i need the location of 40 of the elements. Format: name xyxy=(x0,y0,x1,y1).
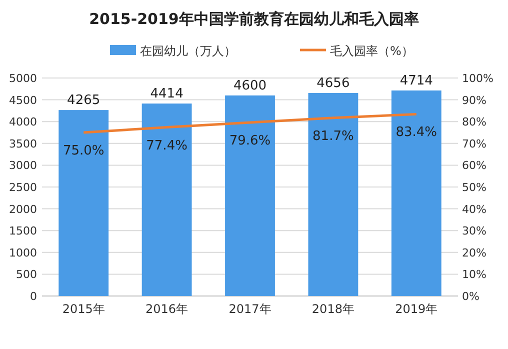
y-tick-label: 2000 xyxy=(9,202,37,216)
data-label: 75.0% xyxy=(62,144,104,158)
y-tick-label: 4000 xyxy=(9,116,37,129)
data-label: 77.4% xyxy=(146,138,188,154)
data-label: 83.4% xyxy=(396,125,438,140)
x-tick-label: 2019年 xyxy=(395,302,438,316)
y-tick-label: 1000 xyxy=(9,246,37,260)
data-label: 4656 xyxy=(316,76,350,91)
y2-tick-label: 60% xyxy=(462,159,486,172)
y-tick-label: 500 xyxy=(16,268,37,282)
y-tick-label: 1500 xyxy=(9,224,37,238)
y2-tick-label: 10% xyxy=(462,268,486,282)
y2-tick-label: 40% xyxy=(462,202,486,216)
x-tick-label: 2018年 xyxy=(312,302,354,316)
data-label: 4714 xyxy=(400,73,433,88)
legend-label: 在园幼儿（万人） xyxy=(140,44,236,58)
data-label: 4600 xyxy=(233,78,267,94)
data-label: 4414 xyxy=(150,86,184,102)
y2-tick-label: 70% xyxy=(462,137,486,150)
y-tick-label: 3500 xyxy=(9,137,37,150)
data-label: 79.6% xyxy=(229,133,271,148)
data-label: 4265 xyxy=(67,93,100,108)
y2-tick-label: 0% xyxy=(462,290,480,303)
y2-tick-label: 50% xyxy=(462,181,486,194)
y-tick-label: 0 xyxy=(30,290,37,303)
y2-tick-label: 20% xyxy=(462,246,486,260)
chart-title: 2015-2019年中国学前教育在园幼儿和毛入园率 xyxy=(89,10,419,28)
y-tick-label: 3000 xyxy=(9,159,37,172)
legend-label: 毛入园率（%） xyxy=(330,44,414,58)
x-tick-label: 2017年 xyxy=(228,302,272,316)
data-label: 81.7% xyxy=(312,128,354,144)
x-tick-label: 2015年 xyxy=(62,302,105,316)
y-tick-label: 5000 xyxy=(9,72,37,85)
y2-tick-label: 30% xyxy=(462,224,486,238)
x-tick-label: 2016年 xyxy=(146,302,188,316)
y2-tick-label: 80% xyxy=(462,116,486,129)
y-tick-label: 4500 xyxy=(9,94,37,107)
y2-tick-label: 90% xyxy=(462,94,486,107)
y-tick-label: 2500 xyxy=(9,181,37,194)
y2-tick-label: 100% xyxy=(462,72,494,85)
